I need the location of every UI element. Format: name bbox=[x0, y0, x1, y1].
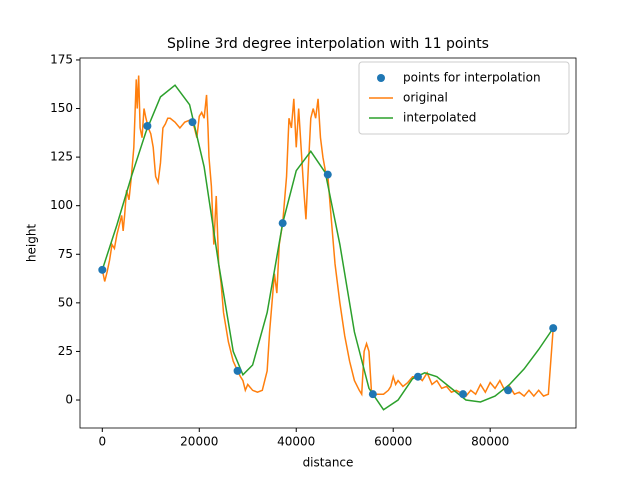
y-tick-label: 0 bbox=[65, 393, 73, 407]
x-tick-label: 20000 bbox=[180, 435, 218, 449]
point bbox=[459, 390, 468, 399]
legend-label: interpolated bbox=[403, 111, 476, 125]
x-axis-label: distance bbox=[303, 456, 354, 470]
point bbox=[278, 219, 287, 228]
point bbox=[323, 170, 332, 179]
point bbox=[188, 118, 197, 127]
x-tick-label: 80000 bbox=[471, 435, 509, 449]
legend-marker bbox=[377, 74, 385, 82]
y-tick-label: 175 bbox=[50, 52, 73, 66]
axes-frame bbox=[79, 57, 577, 429]
point bbox=[413, 372, 422, 381]
x-tick-label: 0 bbox=[98, 435, 106, 449]
legend-label: original bbox=[403, 91, 448, 105]
point bbox=[143, 122, 152, 131]
point bbox=[233, 366, 242, 375]
y-tick-label: 125 bbox=[50, 150, 73, 164]
series-line bbox=[101, 75, 554, 398]
chart-title: Spline 3rd degree interpolation with 11 … bbox=[167, 36, 489, 52]
legend-box bbox=[358, 61, 570, 135]
legend: points for interpolation original interpol… bbox=[358, 61, 570, 135]
x-tick-label: 60000 bbox=[374, 435, 412, 449]
legend-label: points for interpolation bbox=[403, 71, 541, 85]
point bbox=[504, 386, 513, 395]
point bbox=[98, 265, 107, 274]
point bbox=[549, 324, 558, 333]
y-axis-label: height bbox=[25, 224, 39, 263]
point bbox=[368, 390, 377, 399]
y-tick-label: 25 bbox=[58, 344, 73, 358]
y-tick-label: 50 bbox=[58, 295, 73, 309]
y-tick-label: 75 bbox=[58, 247, 73, 261]
y-tick-label: 150 bbox=[50, 101, 73, 115]
x-tick-label: 40000 bbox=[277, 435, 315, 449]
y-tick-label: 100 bbox=[50, 198, 73, 212]
